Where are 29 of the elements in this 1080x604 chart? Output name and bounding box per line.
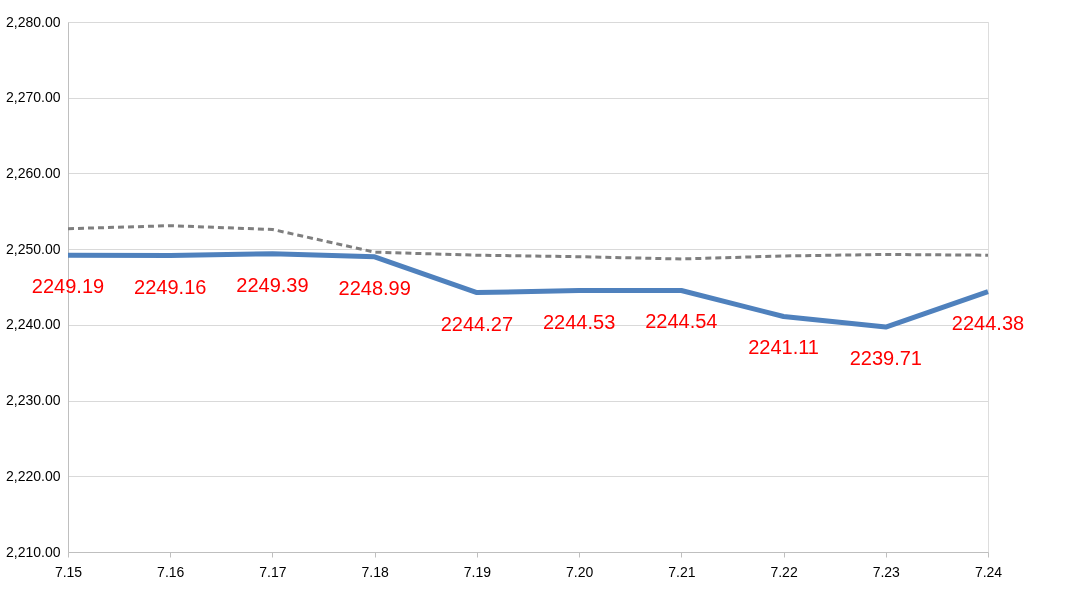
x-tick-label: 7.22 (770, 563, 798, 580)
data-label: 2249.19 (31, 275, 105, 298)
x-tick-label: 7.21 (668, 563, 696, 580)
data-label: 2244.38 (951, 311, 1025, 334)
data-label: 2244.53 (542, 310, 616, 333)
x-tick-label: 7.19 (463, 563, 492, 580)
y-tick-label: 2,240.00 (6, 316, 61, 333)
y-tick-label: 2,230.00 (6, 392, 61, 409)
data-label: 2244.27 (440, 312, 514, 335)
line-series (66, 224, 990, 261)
y-tick-label: 2,220.00 (6, 467, 61, 484)
x-tick-label: 7.18 (361, 563, 389, 580)
x-tick-label: 7.17 (259, 563, 287, 580)
data-label: 2248.99 (338, 276, 411, 299)
y-tick-label: 2,210.00 (6, 543, 61, 560)
data-label: 2249.39 (236, 273, 309, 296)
x-tick-label: 7.15 (54, 563, 83, 580)
y-tick-label: 2,260.00 (6, 164, 61, 181)
x-tick-label: 7.23 (872, 563, 901, 580)
data-label: 2241.11 (748, 336, 819, 359)
x-tick-label: 7.24 (974, 563, 1003, 580)
y-tick-label: 2,280.00 (6, 13, 61, 30)
y-tick-label: 2,250.00 (6, 240, 61, 257)
data-label: 2239.71 (849, 347, 922, 370)
x-tick-label: 7.20 (565, 563, 594, 580)
x-tick-label: 7.16 (157, 563, 185, 580)
data-label: 2244.54 (645, 310, 718, 333)
data-label: 2249.16 (134, 275, 207, 298)
y-tick-label: 2,270.00 (6, 89, 61, 106)
